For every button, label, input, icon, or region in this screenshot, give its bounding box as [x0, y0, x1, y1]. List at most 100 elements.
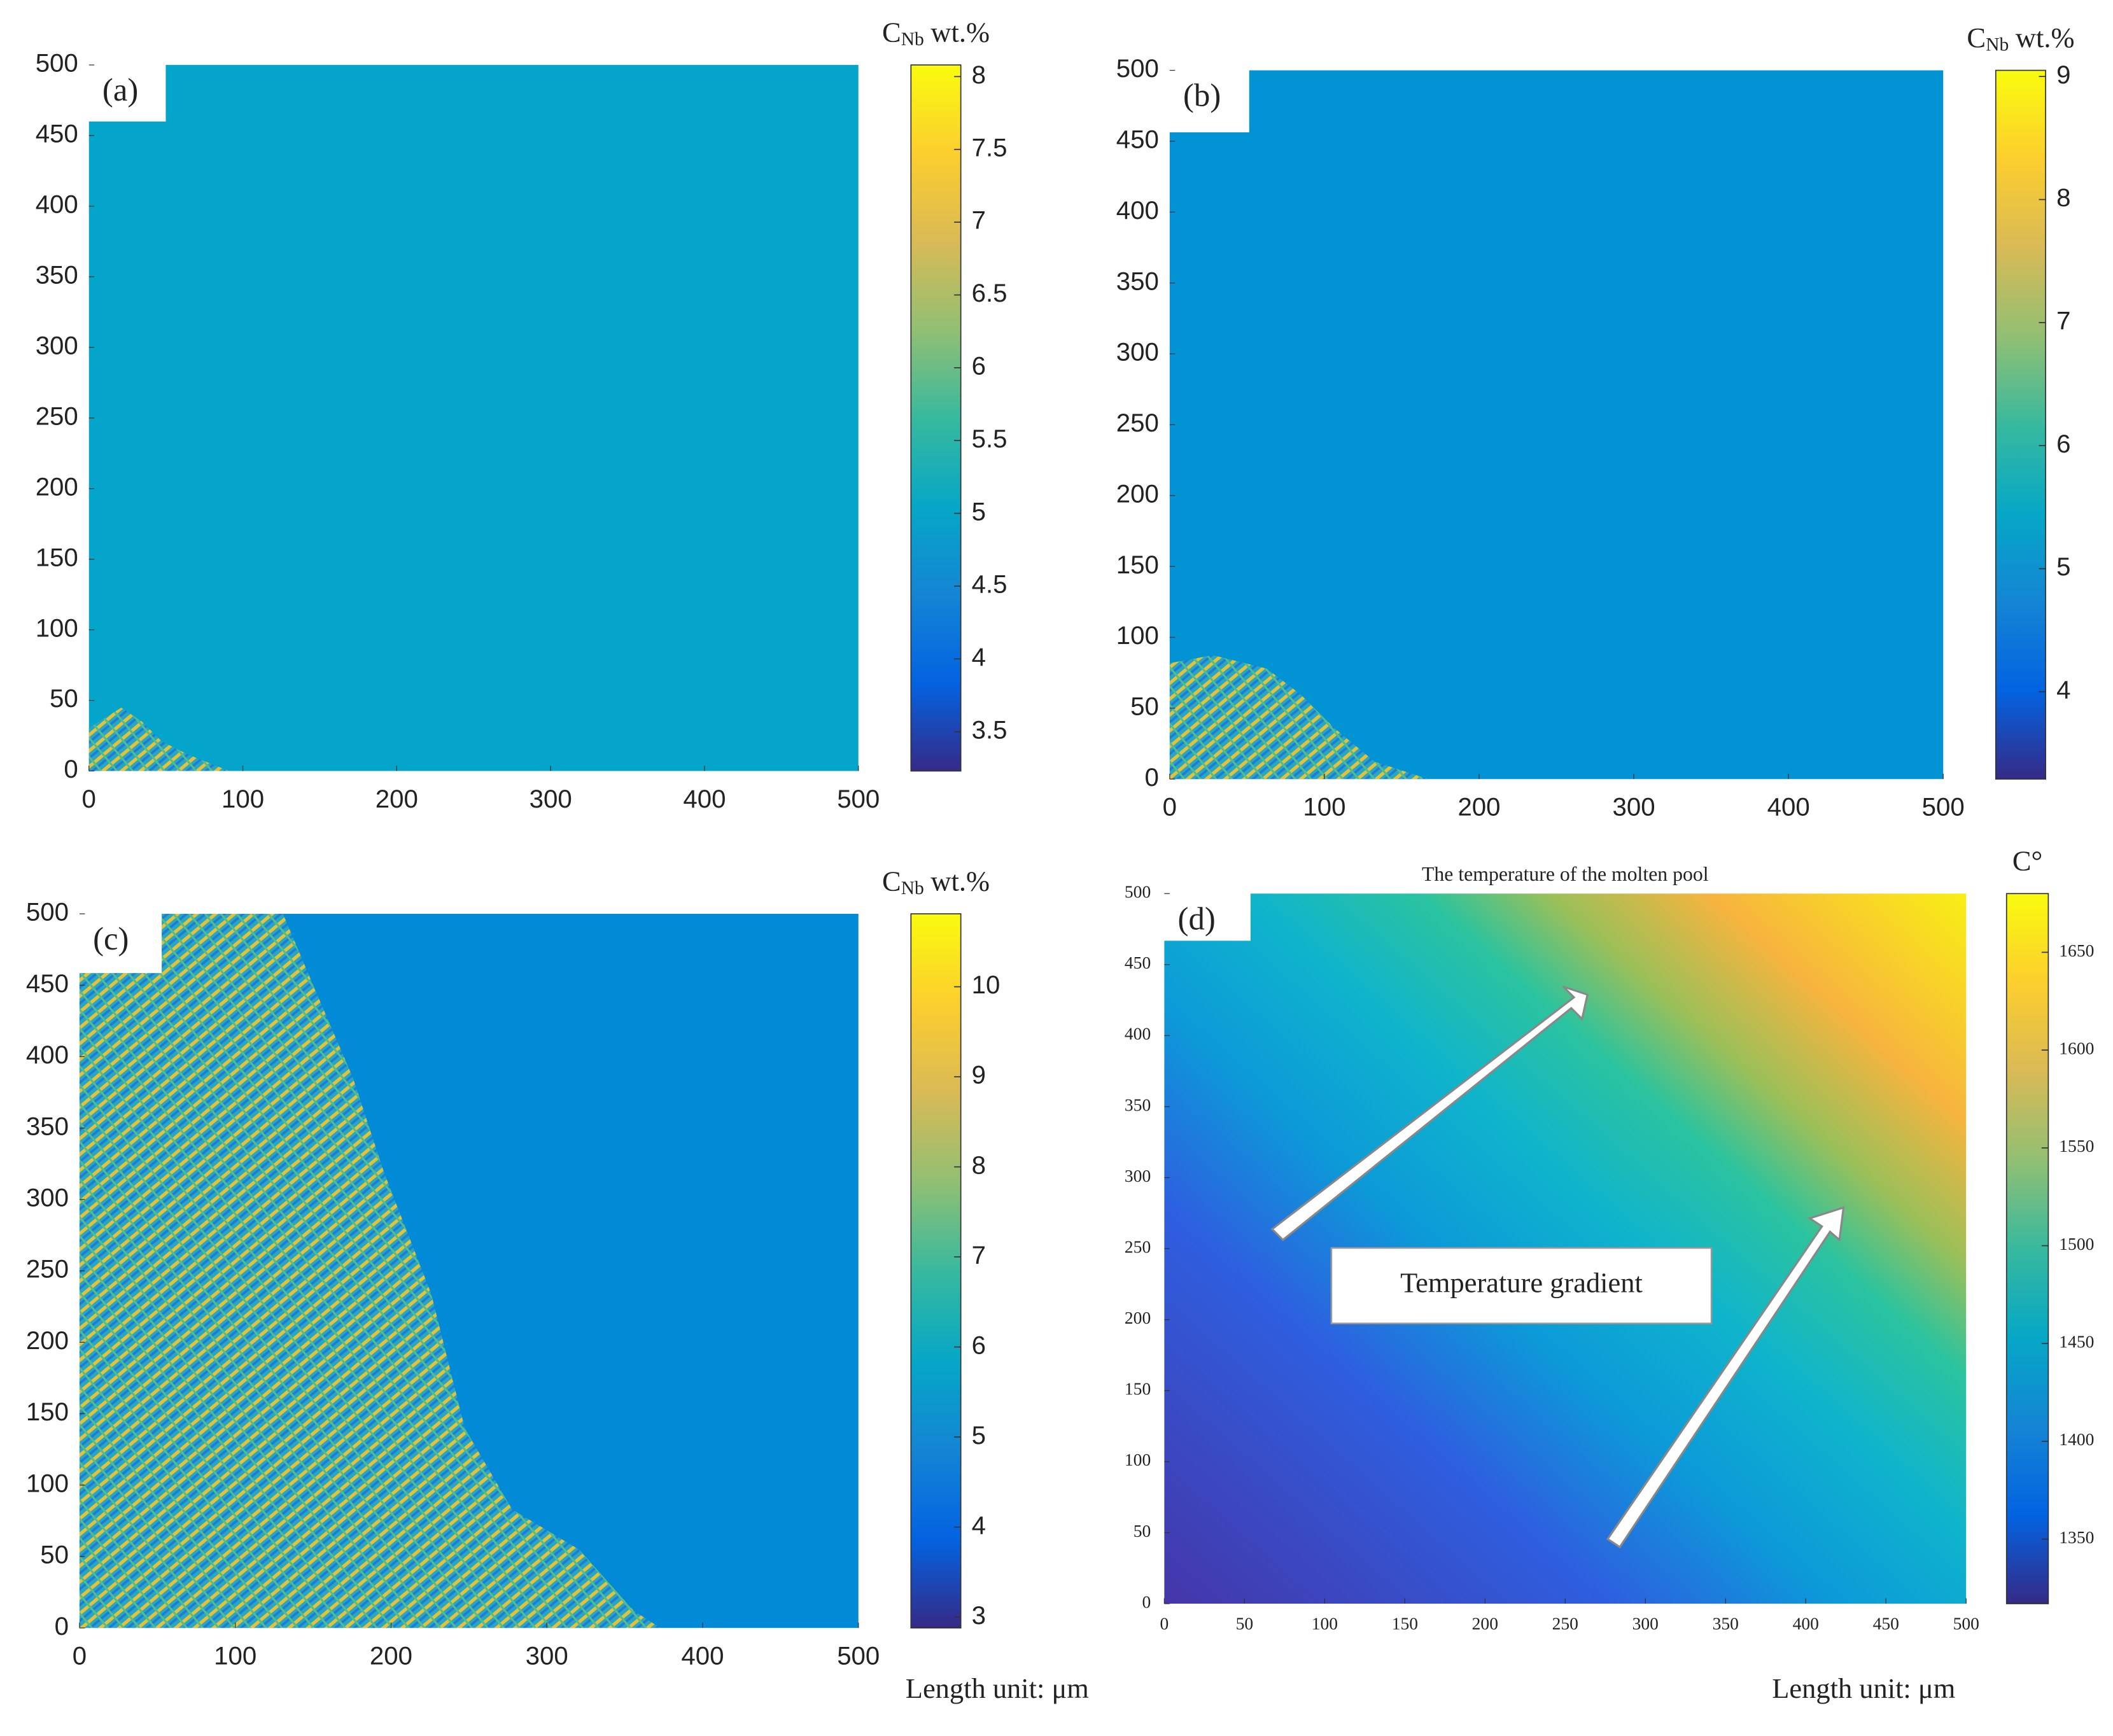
- y-tick-label: 50: [50, 684, 78, 713]
- y-tick-label: 0: [55, 1612, 69, 1641]
- colorbar-tick-label: 7: [972, 206, 986, 235]
- x-tick-label: 300: [1613, 792, 1655, 821]
- y-tick-label: 100: [36, 613, 78, 642]
- y-tick-label: 150: [1125, 1379, 1151, 1399]
- x-tick-label: 500: [837, 785, 880, 813]
- panel-label: (a): [102, 72, 138, 108]
- colorbar: [2005, 893, 2049, 1604]
- y-tick-label: 300: [1116, 338, 1159, 367]
- y-tick-label: 350: [36, 261, 78, 290]
- x-tick-label: 0: [1160, 1613, 1169, 1633]
- y-tick-label: 450: [26, 969, 69, 998]
- colorbar-tick-label: 5.5: [972, 424, 1007, 453]
- panel-label: (c): [93, 921, 129, 956]
- colorbar-title-sub: Nb: [1986, 34, 2009, 55]
- y-tick-label: 200: [1125, 1308, 1151, 1327]
- dendrite-region: [79, 913, 661, 1628]
- x-tick-label: 400: [681, 1641, 724, 1670]
- y-tick-label: 150: [26, 1397, 69, 1426]
- colorbar-tick-label: 6: [972, 1331, 986, 1359]
- y-tick-label: 450: [36, 120, 78, 148]
- colorbar-tick-label: 8: [972, 60, 986, 89]
- dendrite-region: [1169, 655, 1429, 780]
- annotation-box: [1330, 1247, 1713, 1324]
- heatmap-field: [88, 65, 859, 771]
- label-box: [86, 62, 166, 122]
- colorbar-tick-label: 5: [972, 497, 986, 526]
- colorbar-title-sub: Nb: [901, 878, 924, 899]
- x-tick-label: 100: [1312, 1613, 1338, 1633]
- colorbar-tick-label: 7: [972, 1241, 986, 1270]
- x-tick-label: 250: [1552, 1613, 1578, 1633]
- y-tick-label: 200: [36, 472, 78, 501]
- colorbar: [910, 913, 962, 1629]
- y-tick-label: 350: [1125, 1095, 1151, 1114]
- x-tick-label: 200: [370, 1641, 412, 1670]
- y-tick-label: 100: [1125, 1450, 1151, 1469]
- y-tick-label: 150: [36, 543, 78, 571]
- colorbar-tick-label: 1500: [2059, 1234, 2094, 1254]
- y-tick-label: 0: [1145, 763, 1159, 792]
- annotation: Temperature gradient: [1400, 1267, 1643, 1299]
- y-tick-label: 150: [1116, 550, 1159, 579]
- x-tick-label: 300: [1632, 1613, 1659, 1633]
- label-box: [1162, 890, 1251, 941]
- colorbar-tick-label: 3: [972, 1601, 986, 1630]
- x-tick-label: 200: [376, 785, 418, 813]
- x-tick-label: 400: [683, 785, 726, 813]
- x-tick-label: 100: [1303, 792, 1345, 821]
- colorbar-tick-label: 8: [2056, 183, 2070, 212]
- colorbar-tick-label: 1550: [2059, 1136, 2094, 1156]
- y-tick-label: 0: [64, 755, 78, 783]
- colorbar-tick-label: 6: [972, 352, 986, 381]
- x-tick-label: 400: [1767, 792, 1810, 821]
- colorbar-tick-label: 7: [2056, 307, 2070, 335]
- colorbar-tick-label: 5: [972, 1421, 986, 1450]
- y-tick-label: 500: [1116, 54, 1159, 83]
- x-tick-label: 150: [1392, 1613, 1418, 1633]
- x-tick-label: 350: [1713, 1613, 1739, 1633]
- colorbar-title-main: C°: [2012, 845, 2042, 877]
- colorbar-tick-label: 9: [972, 1061, 986, 1089]
- x-tick-label: 500: [1953, 1613, 1979, 1633]
- y-tick-label: 400: [36, 190, 78, 219]
- heatmap-field: [1169, 70, 1944, 780]
- y-tick-label: 100: [26, 1469, 69, 1497]
- x-tick-label: 200: [1472, 1613, 1498, 1633]
- y-tick-label: 250: [1125, 1236, 1151, 1256]
- x-tick-label: 50: [1236, 1613, 1254, 1633]
- colorbar-tick-label: 4.5: [972, 570, 1007, 599]
- label-box: [76, 911, 162, 974]
- colorbar: [910, 64, 962, 772]
- colorbar-title-unit: wt.%: [930, 17, 990, 48]
- x-tick-label: 300: [526, 1641, 568, 1670]
- y-tick-label: 350: [26, 1112, 69, 1140]
- y-tick-label: 400: [1125, 1024, 1151, 1044]
- y-tick-label: 350: [1116, 267, 1159, 295]
- x-tick-label: 500: [837, 1641, 880, 1670]
- x-tick-label: 300: [530, 785, 572, 813]
- colorbar-title-sub: Nb: [901, 29, 924, 50]
- colorbar-tick-label: 1650: [2059, 941, 2094, 960]
- colorbar-title-unit: wt.%: [2016, 22, 2075, 53]
- y-tick-label: 400: [1116, 196, 1159, 225]
- dendrite-region: [88, 708, 229, 771]
- colorbar-tick-label: 4: [972, 643, 986, 671]
- colorbar-tick-label: 9: [2056, 60, 2070, 89]
- panel-label: (d): [1178, 900, 1216, 936]
- colorbar-tick-label: 10: [972, 970, 1000, 999]
- y-tick-label: 100: [1116, 621, 1159, 650]
- colorbar-title: CNb wt.%: [882, 865, 990, 899]
- label-box: [1167, 67, 1249, 132]
- colorbar-tick-label: 1400: [2059, 1429, 2094, 1449]
- y-tick-label: 500: [1125, 882, 1151, 902]
- y-tick-label: 200: [26, 1326, 69, 1355]
- y-tick-label: 50: [1130, 692, 1159, 721]
- colorbar-tick-label: 5: [2056, 552, 2070, 581]
- colorbar-tick-label: 6.5: [972, 279, 1007, 307]
- colorbar-title-main: C: [882, 17, 901, 48]
- panel-label: (b): [1183, 78, 1221, 113]
- x-tick-label: 100: [221, 785, 264, 813]
- x-tick-label: 0: [1163, 792, 1177, 821]
